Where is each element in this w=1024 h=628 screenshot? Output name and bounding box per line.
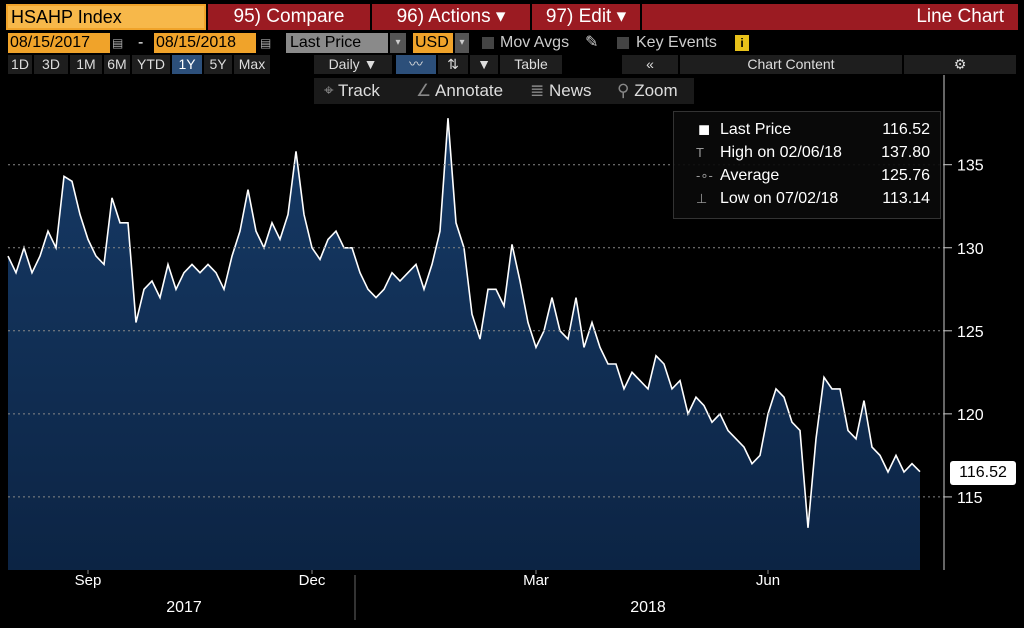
table-button[interactable]: Table	[500, 55, 562, 74]
x-tick-label: Sep	[75, 572, 102, 589]
period-button[interactable]: Max	[234, 55, 270, 74]
area-fill	[8, 118, 920, 570]
dropdown[interactable]: ▼	[470, 55, 498, 74]
track-button[interactable]: ⌖ Track	[324, 81, 380, 100]
track: Track	[338, 81, 380, 100]
x-tick-label: Jun	[756, 572, 780, 589]
legend-label: High on 02/06/18	[720, 144, 842, 161]
news-button[interactable]: ≣ News	[530, 81, 592, 100]
period-button[interactable]: 6M	[104, 55, 130, 74]
legend-label: Low on 07/02/18	[720, 190, 839, 207]
period-button[interactable]: 1Y	[172, 55, 202, 74]
pencil-icon[interactable]: ✎	[585, 34, 599, 51]
edit-button[interactable]: 97) Edit ▾	[532, 4, 640, 30]
calendar-icon[interactable]: ▤	[260, 36, 272, 50]
legend-icon: T	[696, 145, 704, 160]
legend-icon: -∘-	[696, 168, 713, 183]
zoom: Zoom	[634, 81, 678, 100]
start-date[interactable]: 08/15/2017	[8, 33, 110, 53]
y-tick-label: 135	[957, 158, 984, 175]
ticker: HSAHP Index	[8, 6, 204, 28]
legend-value: 137.80	[881, 144, 930, 161]
settings-icon[interactable]: ⚙	[904, 55, 1016, 74]
date-separator: -	[138, 34, 144, 51]
key-events[interactable]: Key Events	[636, 34, 717, 51]
year-label: 2018	[630, 599, 666, 616]
mov-avgs[interactable]: Mov Avgs	[500, 34, 570, 51]
chart-type-title: Line Chart	[642, 4, 1018, 30]
legend-label: Last Price	[720, 121, 792, 138]
news: News	[548, 81, 592, 100]
frequency-select[interactable]: Daily ▼	[314, 55, 392, 74]
field-dropdown[interactable]: ▾	[390, 33, 406, 53]
annotate: Annotate	[435, 81, 504, 100]
overlay-toolbar	[314, 78, 694, 104]
checkbox[interactable]	[482, 37, 494, 49]
checkbox[interactable]	[617, 37, 629, 49]
y-tick-label: 115	[957, 490, 983, 507]
field-select[interactable]: Last Price	[286, 33, 388, 53]
actions-button[interactable]: 96) Actions ▾	[372, 4, 530, 30]
y-tick-label: 125	[957, 324, 984, 341]
currency-select[interactable]: USD	[413, 33, 453, 53]
period-button[interactable]: 5Y	[204, 55, 232, 74]
legend-icon: ⊥	[696, 191, 708, 206]
y-tick-label: 130	[957, 241, 984, 258]
info-icon[interactable]: i	[735, 35, 749, 51]
x-tick-label: Mar	[523, 572, 549, 589]
legend: ■ Last Price 116.52 T High on 02/06/18 137.80…	[673, 111, 941, 219]
end-date[interactable]: 08/15/2018	[154, 33, 256, 53]
legend-value: 125.76	[881, 167, 930, 184]
y-tick-label: 120	[957, 407, 984, 424]
last-price-tag: 116.52	[950, 461, 1016, 485]
period-button[interactable]: 1D	[8, 55, 32, 74]
chart-content[interactable]: Chart Content	[680, 55, 902, 74]
period-button[interactable]: 3D	[34, 55, 68, 74]
compare-button[interactable]: 95) Compare	[208, 4, 370, 30]
collapse-button[interactable]: «	[622, 55, 678, 74]
bar-icon[interactable]: ⇅	[438, 55, 468, 74]
period-button[interactable]: YTD	[132, 55, 170, 74]
calendar-icon[interactable]: ▤	[112, 36, 124, 50]
zoom-button[interactable]: ⚲ Zoom	[617, 81, 678, 100]
line-icon[interactable]: 〰	[396, 55, 436, 74]
legend-value: 116.52	[882, 121, 930, 138]
year-label: 2017	[166, 599, 202, 616]
legend-icon: ■	[698, 119, 711, 141]
ticker-box[interactable]: HSAHP Index	[6, 4, 206, 30]
legend-value: 113.14	[882, 190, 930, 207]
period-button[interactable]: 1M	[70, 55, 102, 74]
x-tick-label: Dec	[299, 572, 326, 589]
currency-dropdown[interactable]: ▾	[455, 33, 469, 53]
annotate-button[interactable]: ∠ Annotate	[416, 81, 504, 100]
legend-label: Average	[720, 167, 780, 184]
